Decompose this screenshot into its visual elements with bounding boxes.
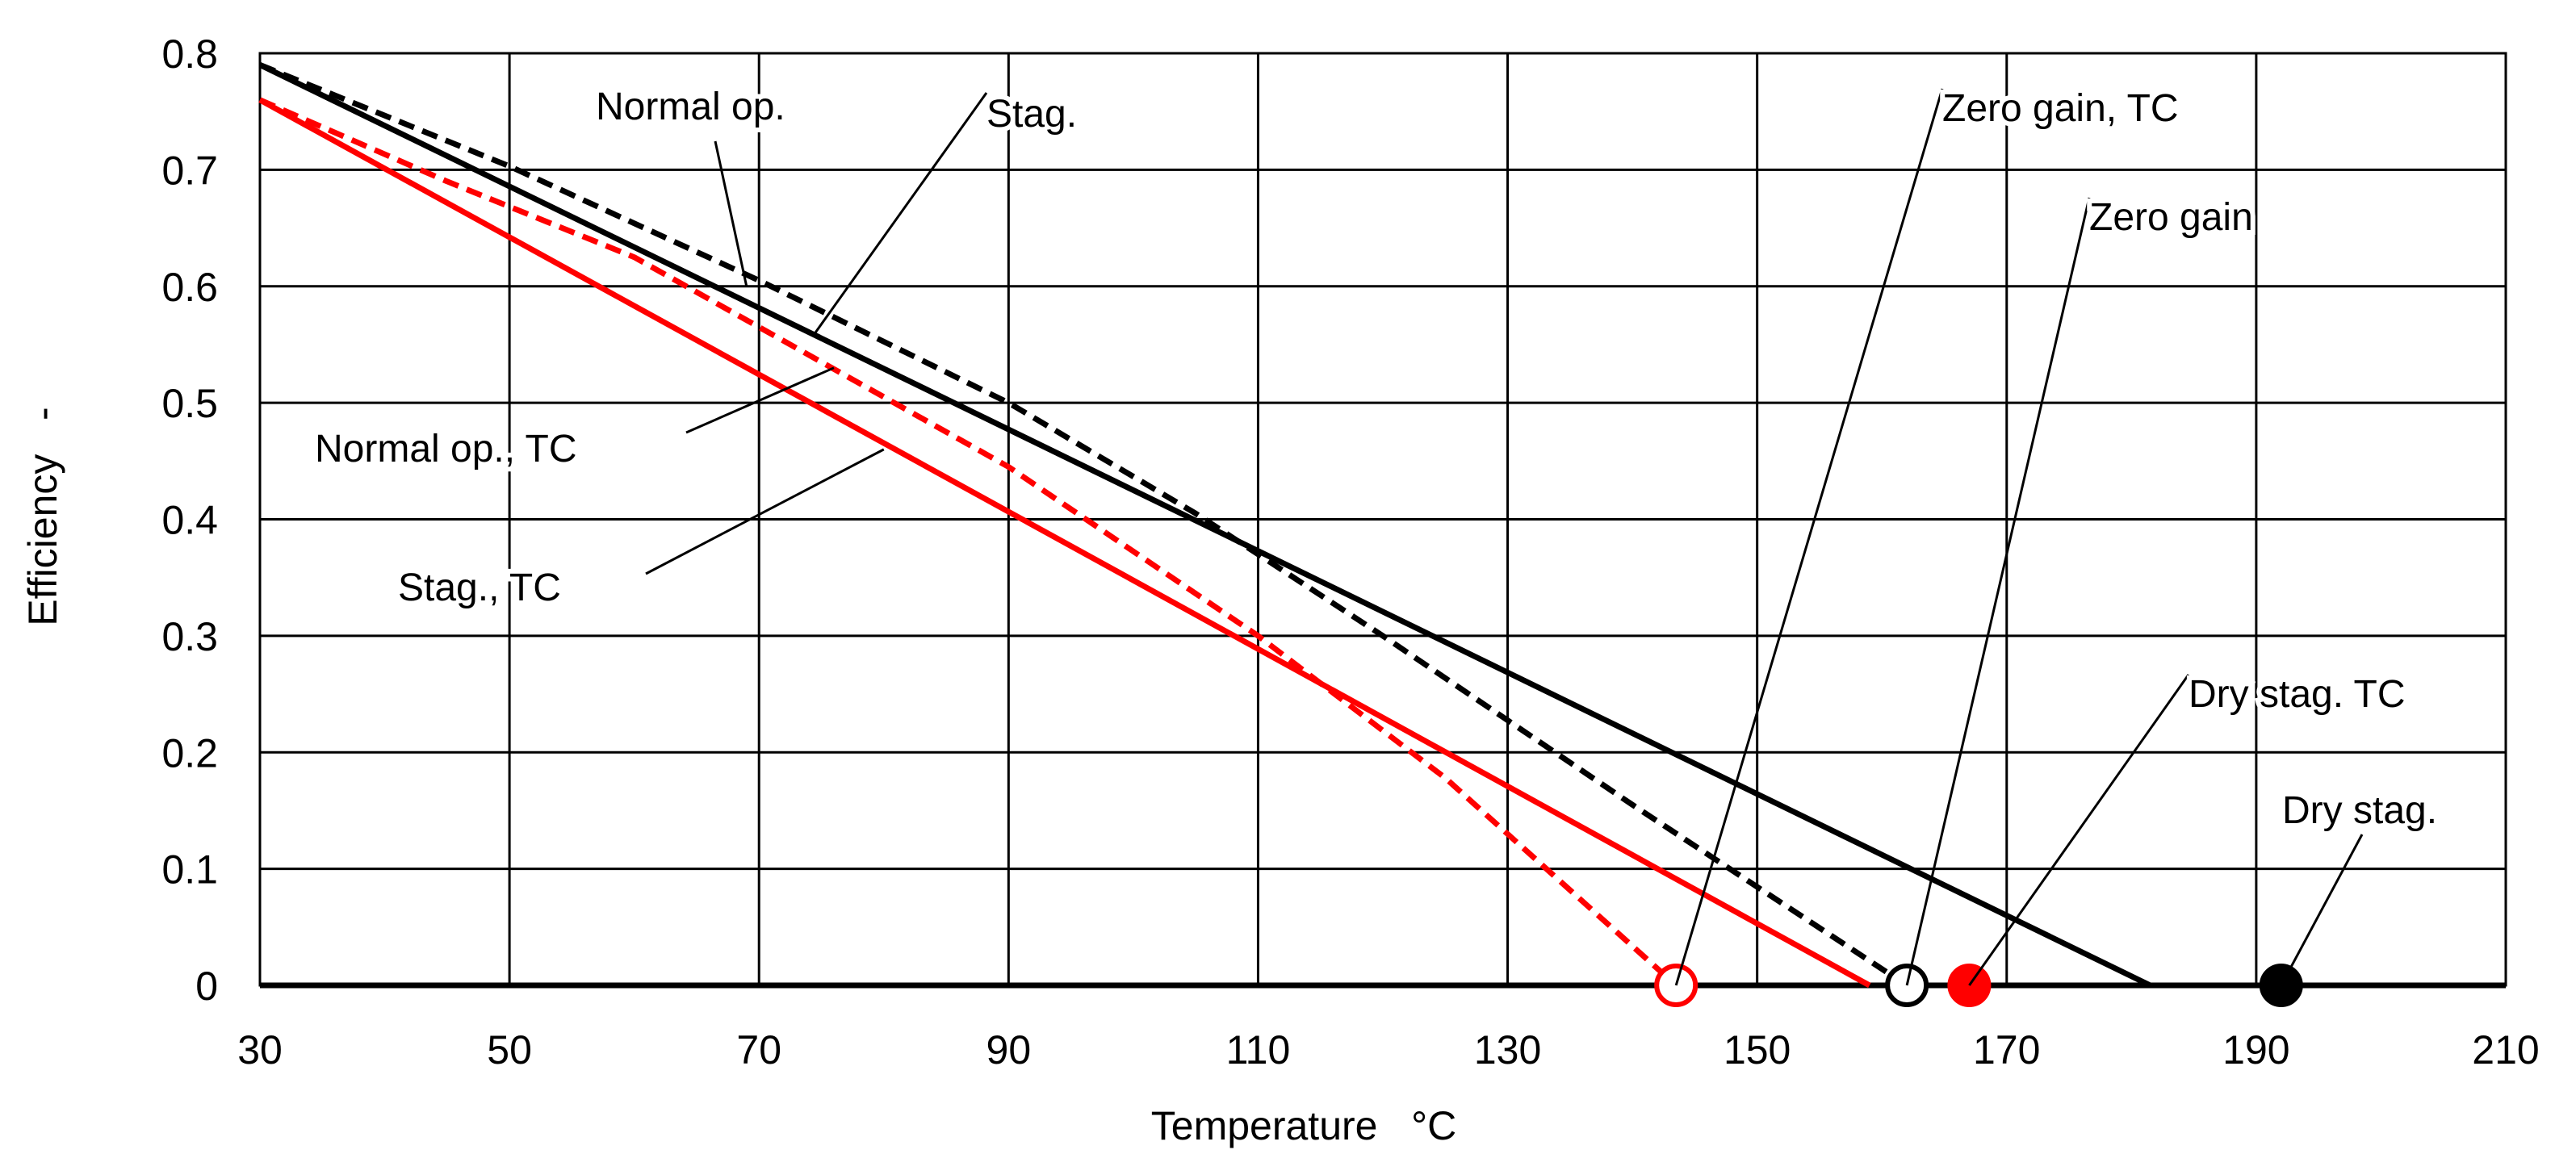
x-tick-label: 150 [1724,1027,1791,1073]
leader-line-dry-stag [2280,834,2364,986]
leader-line-stag [814,92,988,334]
series-line-normal-op [258,62,1909,988]
leader-line-normal-op [714,140,748,287]
series-line-normal-op-tc [258,97,1678,988]
series-line-stag-tc [258,97,1871,989]
y-tick-label: 0.7 [161,148,218,193]
leader-line-stag-tc [645,448,885,575]
leader-line-dry-stag-tc [1968,674,2190,986]
y-tick-label: 0.6 [161,265,218,310]
grid-layer [258,52,2507,989]
y-tick-label: 0 [195,964,218,1009]
annotation-label-stag-tc: Stag., TC [398,567,561,609]
annotation-layer: Normal op. Stag. Normal op., TC Stag., TC Ze… [310,81,2442,986]
y-tick-label: 0.4 [161,498,218,543]
annotation-label-zero-gain: Zero gain [2089,196,2253,239]
annotation-label-zero-gain-tc: Zero gain, TC [1942,87,2179,130]
y-tick-label: 0.2 [161,730,218,776]
annotation-label-dry-stag-tc: Dry stag. TC [2189,673,2406,716]
leader-line-zero-gain [1905,197,2091,986]
y-tick-label: 0.8 [161,31,218,77]
series-layer [258,62,2152,989]
leader-line-normal-op-tc [685,366,835,434]
annotation-label-normal-op-tc: Normal op., TC [315,428,577,470]
y-tick-label: 0.3 [161,614,218,659]
x-tick-label: 90 [986,1027,1032,1073]
y-tick-label: 0.1 [161,847,218,893]
x-tick-label: 30 [237,1027,283,1073]
annotation-label-normal-op: Normal op. [596,86,785,128]
leader-line-zero-gain-tc [1674,88,1944,986]
y-tick-label: 0.5 [161,381,218,426]
series-line-stag [258,62,2152,989]
x-tick-label: 170 [1973,1027,2040,1073]
annotation-label-stag: Stag. [986,93,1077,136]
tick-layer: 30 50 70 90 110 130 150 170 190 210 0 0.1 0.2 0.3 0.4 0… [161,31,2539,1073]
x-tick-label: 110 [1226,1027,1291,1073]
y-axis-title: Efficiency - [20,407,65,625]
x-tick-label: 130 [1474,1027,1541,1073]
x-tick-label: 190 [2222,1027,2289,1073]
x-tick-label: 50 [487,1027,532,1073]
x-tick-label: 210 [2472,1027,2539,1073]
x-tick-label: 70 [736,1027,781,1073]
annotation-label-dry-stag: Dry stag. [2282,789,2437,832]
x-axis-title: Temperature °C [1151,1103,1456,1148]
